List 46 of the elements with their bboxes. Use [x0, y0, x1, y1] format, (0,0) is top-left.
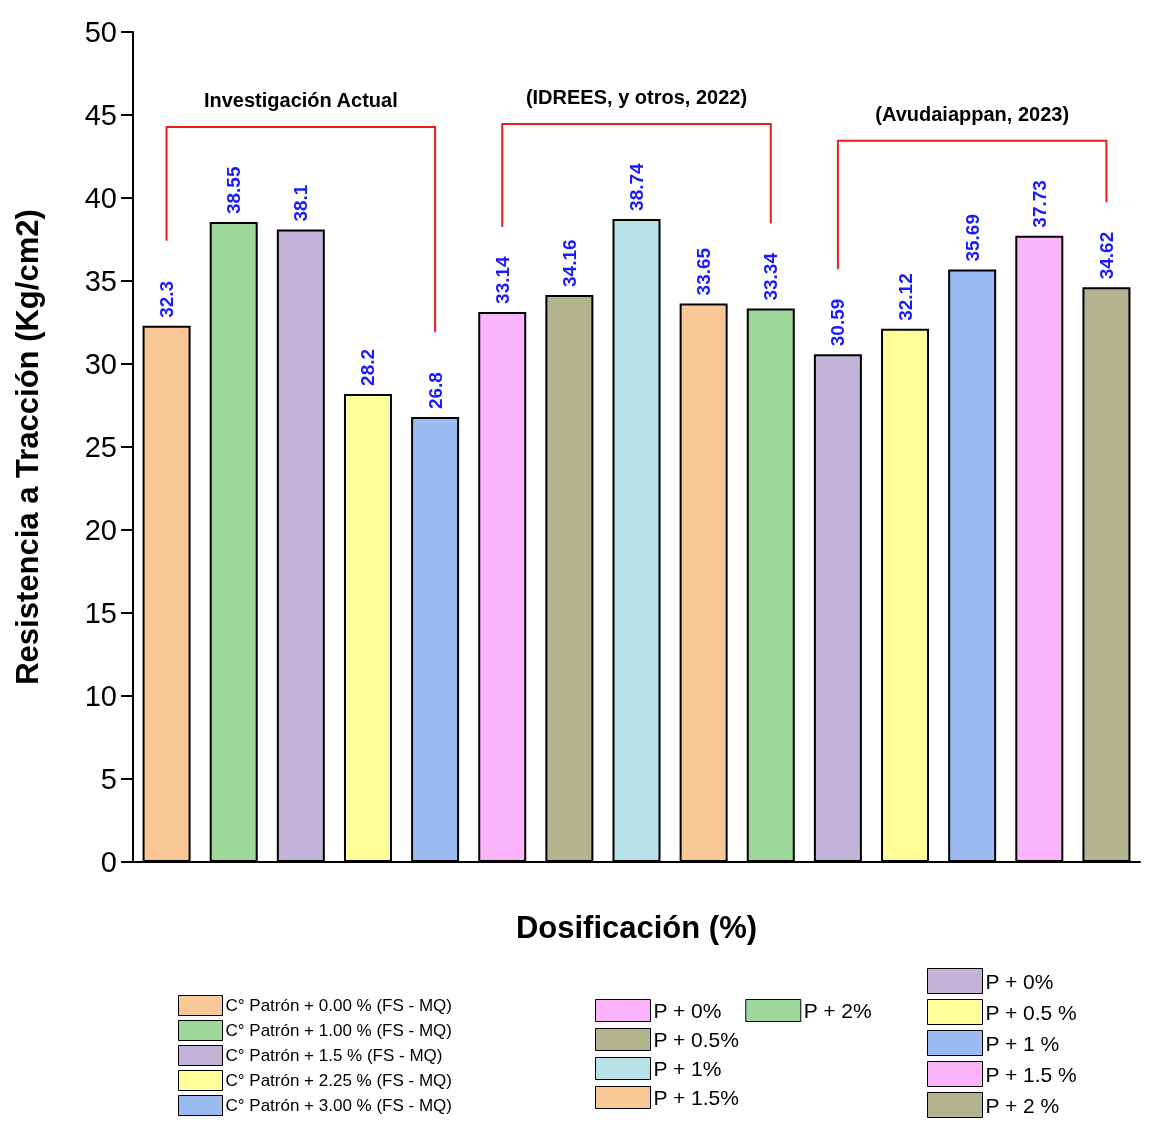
- legend-label: P + 0%: [653, 999, 722, 1022]
- data-label: 32.12: [894, 273, 916, 321]
- legend-label: P + 1.5%: [653, 1086, 739, 1109]
- y-tick-label: 10: [84, 680, 117, 712]
- data-label: 35.69: [961, 214, 983, 262]
- data-label: 38.74: [626, 162, 647, 211]
- legend-label: P + 0.5 %: [985, 1000, 1077, 1024]
- x-axis-title: Dosificación (%): [515, 910, 758, 945]
- y-tick-label: 15: [84, 597, 117, 629]
- legend-label: P + 1%: [653, 1057, 722, 1080]
- y-tick-label: 50: [84, 16, 117, 48]
- data-label: 32.3: [156, 280, 178, 318]
- y-tick-label: 0: [100, 846, 117, 878]
- data-label: 33.34: [760, 252, 782, 301]
- data-label: 26.8: [424, 372, 446, 410]
- data-label: 37.73: [1028, 180, 1050, 228]
- legend-label: C° Patrón + 1.00 % (FS - MQ): [225, 1021, 452, 1040]
- data-label: 34.16: [558, 239, 580, 287]
- legend-label: P + 2%: [803, 999, 872, 1022]
- data-label: 33.14: [491, 255, 513, 304]
- y-axis-title: Resistencia a Tracción (Kg/cm2): [10, 209, 45, 685]
- data-label: 38.1: [290, 184, 312, 222]
- data-label: 33.65: [693, 247, 715, 296]
- y-tick-label: 40: [84, 182, 117, 214]
- y-tick-label: 20: [84, 514, 117, 546]
- legend-label: P + 0.5%: [653, 1028, 739, 1051]
- data-label: 38.55: [223, 166, 245, 215]
- legend-label: P + 2 %: [985, 1093, 1060, 1117]
- y-tick-label: 5: [100, 763, 117, 795]
- legend-label: C° Patrón + 3.00 % (FS - MQ): [225, 1096, 452, 1115]
- data-label: 30.59: [827, 298, 849, 347]
- data-label: 34.62: [1095, 231, 1117, 280]
- annotation: Investigación Actual: [203, 89, 398, 112]
- y-tick-label: 25: [84, 431, 117, 463]
- y-tick-label: 45: [84, 99, 117, 131]
- legend-label: P + 1 %: [985, 1031, 1060, 1055]
- legend-label: C° Patrón + 0.00 % (FS - MQ): [225, 996, 452, 1015]
- data-label: 28.2: [357, 348, 379, 386]
- y-tick-label: 30: [84, 348, 117, 380]
- annotation: (Avudaiappan, 2023): [875, 102, 1070, 125]
- legend-label: C° Patrón + 2.25 % (FS - MQ): [225, 1071, 452, 1090]
- legend-label: P + 0%: [985, 969, 1054, 993]
- legend-label: P + 1.5 %: [985, 1062, 1077, 1086]
- y-tick-label: 35: [84, 265, 117, 297]
- legend-label: C° Patrón + 1.5 % (FS - MQ): [225, 1046, 443, 1065]
- annotation: (IDREES, y otros, 2022): [525, 85, 748, 108]
